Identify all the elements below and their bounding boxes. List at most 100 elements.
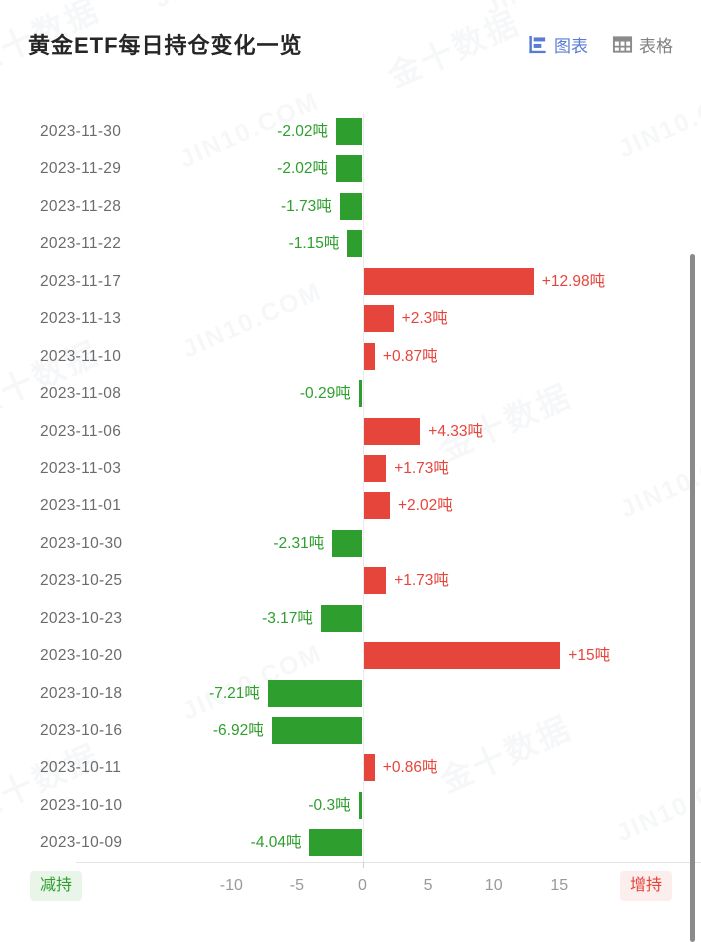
value-label: +12.98吨	[541, 272, 606, 290]
value-label: -2.31吨	[273, 534, 325, 552]
chart-rows: 2023-11-30 -2.02吨 2023-11-29 -2.02吨 2023-11-…	[0, 113, 701, 862]
bar-2023-10-10[interactable]	[358, 791, 363, 819]
value-label: -2.02吨	[277, 160, 328, 178]
bar-chart-icon	[527, 34, 548, 55]
view-toggle: 图表 表格	[527, 32, 673, 57]
value-label: -1.73吨	[280, 197, 332, 215]
table-icon	[612, 34, 633, 55]
bar-2023-10-20[interactable]	[363, 642, 561, 670]
value-label: +1.73吨	[394, 572, 449, 590]
bar-2023-10-16[interactable]	[271, 717, 363, 744]
date-label: 2023-11-10	[40, 347, 122, 365]
value-label: -4.04吨	[250, 834, 302, 852]
date-label: 2023-10-16	[40, 722, 123, 739]
value-label: +0.87吨	[382, 347, 438, 365]
chart-row: 2023-10-18 -7.21吨	[0, 675, 701, 712]
zero-axis-tick	[362, 862, 364, 868]
chart-row: 2023-11-03 +1.73吨	[0, 450, 701, 487]
bar-2023-10-25[interactable]	[363, 567, 387, 595]
chart-row: 2023-11-06 +4.33吨	[0, 413, 701, 450]
bar-2023-10-30[interactable]	[332, 529, 363, 557]
value-label: +1.73吨	[394, 459, 449, 477]
chart-row: 2023-11-13 +2.3吨	[0, 300, 701, 337]
axis-tick: 5	[423, 877, 433, 894]
value-label: -7.21吨	[209, 684, 260, 702]
bar-2023-11-30[interactable]	[335, 118, 363, 145]
legend-increase-badge: 增持	[619, 871, 672, 901]
page-title: 黄金ETF每日持仓变化一览	[28, 33, 303, 58]
zero-gridline	[362, 113, 364, 862]
chart-row: 2023-11-22 -1.15吨	[0, 225, 701, 262]
value-label: -6.92吨	[212, 722, 264, 739]
chart-row: 2023-10-16 -6.92吨	[0, 712, 701, 749]
bar-2023-11-13[interactable]	[363, 305, 394, 333]
chart-row: 2023-10-09 -4.04吨	[0, 824, 701, 861]
tab-chart-view[interactable]: 图表	[527, 32, 588, 57]
chart-row: 2023-11-29 -2.02吨	[0, 150, 701, 187]
date-label: 2023-11-08	[40, 385, 122, 403]
axis-tick: 15	[550, 877, 569, 894]
date-label: 2023-10-10	[40, 796, 123, 814]
chart-row: 2023-10-10 -0.3吨	[0, 787, 701, 824]
chart-row: 2023-11-30 -2.02吨	[0, 113, 701, 150]
date-label: 2023-11-29	[40, 160, 122, 178]
bar-2023-10-09[interactable]	[309, 829, 363, 857]
bar-2023-11-22[interactable]	[347, 230, 363, 258]
x-axis-line	[76, 862, 701, 863]
chart-row: 2023-10-20 +15吨	[0, 637, 701, 674]
value-label: -0.29吨	[299, 385, 351, 403]
x-axis-tick-labels: -10 -5 0 5 10 15	[0, 871, 701, 901]
bar-2023-11-01[interactable]	[363, 492, 390, 520]
bar-2023-10-23[interactable]	[320, 604, 363, 632]
chart-row: 2023-10-11 +0.86吨	[0, 749, 701, 786]
value-label: +2.3吨	[401, 310, 448, 328]
date-label: 2023-11-22	[40, 235, 122, 253]
value-label: +2.02吨	[398, 497, 453, 515]
bar-2023-11-06[interactable]	[363, 417, 421, 445]
tab-table-view[interactable]: 表格	[612, 32, 673, 57]
date-label: 2023-11-13	[40, 310, 122, 328]
value-label: -1.15吨	[288, 235, 340, 253]
date-label: 2023-11-28	[40, 197, 122, 215]
chart-row: 2023-11-01 +2.02吨	[0, 487, 701, 524]
value-label: -3.17吨	[262, 609, 313, 627]
date-label: 2023-11-17	[40, 272, 122, 290]
date-label: 2023-11-01	[40, 497, 122, 515]
date-label: 2023-10-11	[40, 759, 122, 777]
value-label: -0.3吨	[308, 796, 351, 814]
bar-2023-11-29[interactable]	[335, 155, 363, 183]
chart-row: 2023-10-30 -2.31吨	[0, 525, 701, 562]
chart-row: 2023-11-08 -0.29吨	[0, 375, 701, 412]
date-label: 2023-11-06	[40, 422, 122, 440]
chart-row: 2023-11-17 +12.98吨	[0, 263, 701, 300]
bar-2023-10-18[interactable]	[267, 679, 363, 707]
axis-tick: -5	[289, 877, 305, 894]
chart-row: 2023-10-23 -3.17吨	[0, 600, 701, 637]
legend-reduce-badge: 减持	[30, 871, 83, 901]
tab-chart-label: 图表	[554, 37, 588, 56]
date-label: 2023-10-20	[40, 647, 123, 665]
bar-2023-11-08[interactable]	[358, 380, 363, 408]
bar-2023-11-03[interactable]	[363, 454, 387, 482]
date-label: 2023-10-09	[40, 834, 123, 852]
axis-tick: 0	[358, 877, 367, 894]
bar-2023-11-10[interactable]	[363, 342, 375, 370]
value-label: +0.86吨	[382, 759, 438, 777]
date-label: 2023-11-30	[40, 123, 122, 140]
bar-2023-10-11[interactable]	[363, 754, 375, 782]
bar-2023-11-28[interactable]	[339, 192, 363, 220]
value-label: -2.02吨	[277, 123, 328, 140]
bar-2023-11-17[interactable]	[363, 267, 534, 295]
date-label: 2023-11-03	[40, 459, 122, 477]
chart-row: 2023-10-25 +1.73吨	[0, 562, 701, 599]
value-label: +15吨	[568, 647, 611, 665]
date-label: 2023-10-23	[40, 609, 123, 627]
tab-table-label: 表格	[639, 37, 673, 56]
axis-tick: 10	[484, 877, 503, 894]
panel-header: 黄金ETF每日持仓变化一览 图表	[0, 0, 701, 72]
vertical-scrollbar-thumb[interactable]	[690, 254, 695, 942]
chart-row: 2023-11-28 -1.73吨	[0, 188, 701, 225]
axis-tick: -10	[219, 877, 243, 894]
